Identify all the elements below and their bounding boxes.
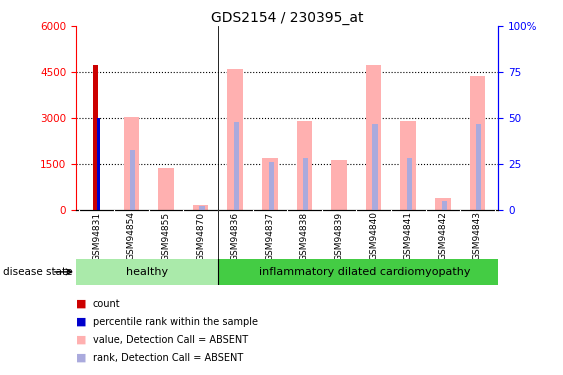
Text: GSM94855: GSM94855 <box>162 211 171 261</box>
Bar <box>269 162 274 210</box>
Bar <box>400 121 416 210</box>
Bar <box>262 158 278 210</box>
Bar <box>76 259 218 285</box>
Text: rank, Detection Call = ABSENT: rank, Detection Call = ABSENT <box>93 353 243 363</box>
Bar <box>441 201 447 210</box>
Text: GSM94841: GSM94841 <box>404 211 413 261</box>
Bar <box>476 124 481 210</box>
Text: GSM94836: GSM94836 <box>231 211 240 261</box>
Bar <box>218 259 516 285</box>
Text: percentile rank within the sample: percentile rank within the sample <box>93 317 258 327</box>
Bar <box>199 206 204 210</box>
Bar <box>366 65 382 210</box>
Text: ■: ■ <box>76 317 87 327</box>
Bar <box>373 124 378 210</box>
Text: value, Detection Call = ABSENT: value, Detection Call = ABSENT <box>93 335 248 345</box>
Text: disease state: disease state <box>3 267 72 277</box>
Text: GSM94842: GSM94842 <box>439 211 448 260</box>
Text: GSM94843: GSM94843 <box>473 211 482 261</box>
Bar <box>227 69 243 210</box>
Text: healthy: healthy <box>126 267 168 277</box>
Text: GSM94837: GSM94837 <box>265 211 274 261</box>
Bar <box>124 117 139 210</box>
Text: ■: ■ <box>76 335 87 345</box>
Text: GSM94870: GSM94870 <box>196 211 205 261</box>
Text: ■: ■ <box>76 299 87 309</box>
Bar <box>303 158 309 210</box>
Text: GSM94839: GSM94839 <box>334 211 343 261</box>
Bar <box>93 64 98 210</box>
Text: ■: ■ <box>76 353 87 363</box>
Bar <box>435 198 450 210</box>
Bar <box>331 160 347 210</box>
Bar <box>470 76 485 210</box>
Bar <box>97 118 100 210</box>
Title: GDS2154 / 230395_at: GDS2154 / 230395_at <box>211 11 363 25</box>
Bar <box>407 158 412 210</box>
Text: GSM94854: GSM94854 <box>127 211 136 261</box>
Text: GSM94840: GSM94840 <box>369 211 378 261</box>
Bar <box>297 121 312 210</box>
Text: inflammatory dilated cardiomyopathy: inflammatory dilated cardiomyopathy <box>259 267 471 277</box>
Text: GSM94838: GSM94838 <box>300 211 309 261</box>
Text: GSM94831: GSM94831 <box>92 211 101 261</box>
Bar <box>130 150 135 210</box>
Bar <box>234 122 239 210</box>
Text: count: count <box>93 299 120 309</box>
Bar <box>193 206 208 210</box>
Bar <box>158 168 174 210</box>
